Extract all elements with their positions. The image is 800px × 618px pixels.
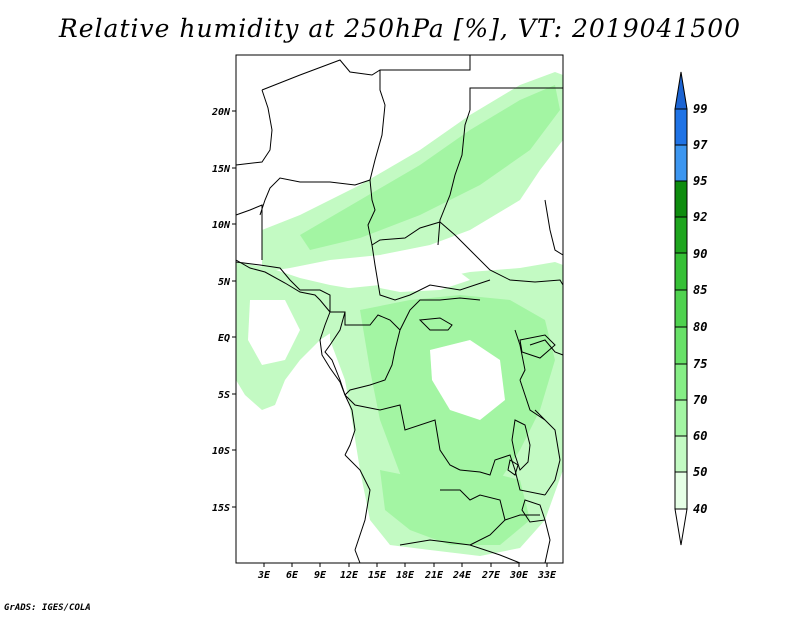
lat-label-5s: 5S xyxy=(218,390,230,401)
country-borders xyxy=(235,55,564,564)
lon-label-12e: 12E xyxy=(340,570,359,581)
dry-area-coastal xyxy=(248,300,300,365)
colorbar-swatch-50 xyxy=(674,435,688,473)
colorbar-swatch-75 xyxy=(674,326,688,365)
colorbar-label-92: 92 xyxy=(693,210,707,224)
colorbar-swatch-60 xyxy=(674,399,688,437)
lon-label-24e: 24E xyxy=(452,570,472,581)
colorbar-swatch-97 xyxy=(674,108,688,146)
lat-label-5n: 5N xyxy=(218,277,231,288)
latitude-labels: 20N 15N 10N 5N EQ 5S 10S 15S xyxy=(211,107,231,514)
colorbar-swatch-70 xyxy=(674,363,688,401)
colorbar-label-60: 60 xyxy=(693,429,707,443)
colorbar-swatch-40 xyxy=(674,471,688,510)
colorbar-label-95: 95 xyxy=(693,174,707,188)
lon-label-18e: 18E xyxy=(396,570,415,581)
colorbar-label-85: 85 xyxy=(693,283,707,297)
lon-label-27e: 27E xyxy=(481,570,501,581)
colorbar-swatch-80 xyxy=(674,289,688,328)
colorbar-label-90: 90 xyxy=(693,247,707,261)
longitude-axis xyxy=(263,563,548,567)
lon-label-21e: 21E xyxy=(424,570,444,581)
colorbar-label-40: 40 xyxy=(693,502,707,516)
lon-label-30e: 30E xyxy=(509,570,529,581)
lat-label-20n: 20N xyxy=(211,107,231,118)
chart-title: Relative humidity at 250hPa [%], VT: 201… xyxy=(58,14,742,43)
lat-label-15n: 15N xyxy=(212,164,231,175)
lon-label-9e: 9E xyxy=(314,570,327,581)
colorbar-labels: 99 97 95 92 90 85 80 75 70 60 50 40 xyxy=(693,102,708,516)
lon-label-15e: 15E xyxy=(368,570,387,581)
colorbar xyxy=(674,71,688,546)
colorbar-swatch-92 xyxy=(674,180,688,218)
colorbar-top-arrow xyxy=(674,71,688,110)
lon-label-6e: 6E xyxy=(286,570,299,581)
grads-credit: GrADS: IGES/COLA xyxy=(4,603,91,613)
colorbar-label-99: 99 xyxy=(693,102,707,116)
dry-area-northwest xyxy=(375,262,470,292)
lat-label-15s: 15S xyxy=(212,503,230,514)
humidity-area-ne-core xyxy=(300,85,560,250)
latitude-axis xyxy=(232,110,236,508)
colorbar-label-97: 97 xyxy=(693,138,708,152)
dry-area-center xyxy=(430,340,505,420)
lat-label-eq: EQ xyxy=(218,333,230,344)
colorbar-label-70: 70 xyxy=(693,393,707,407)
colorbar-label-50: 50 xyxy=(693,465,707,479)
colorbar-label-80: 80 xyxy=(693,320,707,334)
colorbar-swatch-85 xyxy=(674,252,688,291)
lon-label-3e: 3E xyxy=(257,570,271,581)
lon-label-33e: 33E xyxy=(537,570,557,581)
lat-label-10s: 10S xyxy=(212,446,230,457)
map-frame xyxy=(235,54,564,564)
colorbar-swatch-90 xyxy=(674,216,688,254)
humidity-area-south-core xyxy=(380,470,530,545)
colorbar-swatch-95 xyxy=(674,144,688,182)
lat-label-10n: 10N xyxy=(212,220,231,231)
colorbar-label-75: 75 xyxy=(693,357,707,371)
humidity-fill-layer xyxy=(236,72,563,556)
colorbar-bottom-arrow xyxy=(674,508,688,546)
longitude-labels: 3E 6E 9E 12E 15E 18E 21E 24E 27E 30E 33E xyxy=(257,570,557,581)
